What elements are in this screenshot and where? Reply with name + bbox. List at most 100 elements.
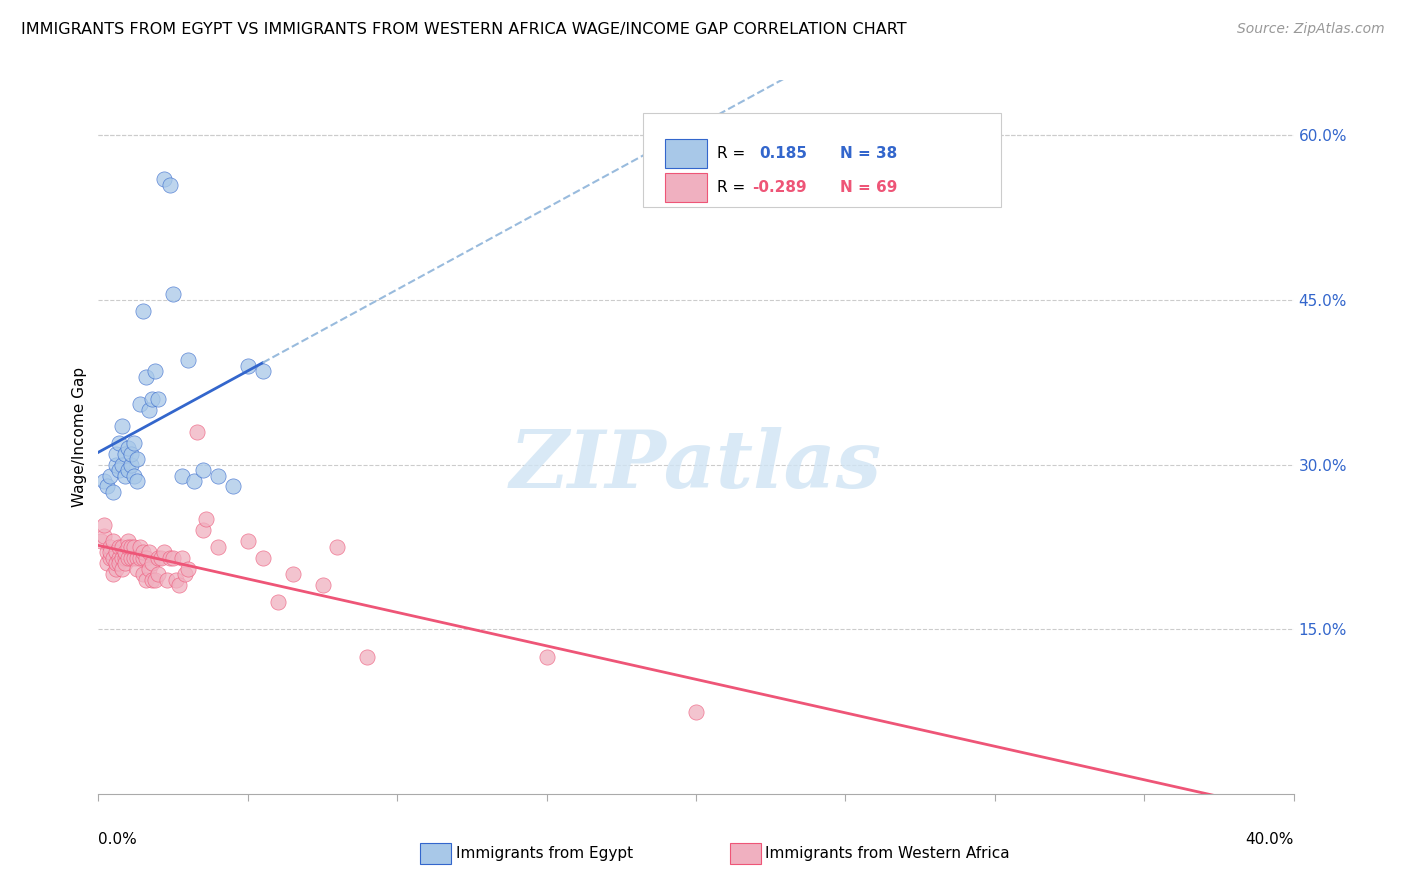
Point <box>117 463 139 477</box>
Point <box>143 364 166 378</box>
Point <box>114 545 136 559</box>
Text: ZIPatlas: ZIPatlas <box>510 427 882 504</box>
Point <box>103 534 125 549</box>
Point <box>114 468 136 483</box>
Point <box>117 550 139 565</box>
Point <box>141 573 163 587</box>
Point <box>124 468 146 483</box>
Point <box>132 550 155 565</box>
Point <box>177 562 200 576</box>
Point <box>159 550 181 565</box>
Point <box>105 458 128 472</box>
Point <box>281 567 304 582</box>
Point <box>96 545 118 559</box>
Point <box>172 550 194 565</box>
Point <box>111 550 134 565</box>
Point <box>138 402 160 417</box>
Point <box>120 458 142 472</box>
Point <box>685 705 707 719</box>
Text: Source: ZipAtlas.com: Source: ZipAtlas.com <box>1237 22 1385 37</box>
Point <box>105 545 128 559</box>
Point <box>162 287 184 301</box>
Point <box>114 550 136 565</box>
Point <box>186 425 208 439</box>
Point <box>172 468 194 483</box>
Text: R =: R = <box>717 180 745 194</box>
Point <box>326 540 349 554</box>
Point <box>127 550 149 565</box>
Text: Immigrants from Egypt: Immigrants from Egypt <box>456 847 633 861</box>
Point <box>108 550 131 565</box>
Point <box>159 178 181 192</box>
Point <box>124 540 146 554</box>
Text: 0.185: 0.185 <box>759 146 807 161</box>
Point <box>148 567 170 582</box>
Point <box>111 562 134 576</box>
Text: R =: R = <box>717 146 745 161</box>
Point <box>148 550 170 565</box>
Point <box>177 353 200 368</box>
Point <box>311 578 333 592</box>
Point <box>150 550 173 565</box>
Point <box>96 557 118 571</box>
Point <box>108 435 131 450</box>
Point <box>103 485 125 500</box>
Point <box>156 573 179 587</box>
Text: IMMIGRANTS FROM EGYPT VS IMMIGRANTS FROM WESTERN AFRICA WAGE/INCOME GAP CORRELAT: IMMIGRANTS FROM EGYPT VS IMMIGRANTS FROM… <box>21 22 907 37</box>
Point <box>141 557 163 571</box>
Point <box>93 529 115 543</box>
Point <box>191 463 214 477</box>
Point <box>114 557 136 571</box>
Point <box>153 545 176 559</box>
Text: 40.0%: 40.0% <box>1246 832 1294 847</box>
Point <box>174 567 197 582</box>
Point <box>103 550 125 565</box>
Point <box>105 446 128 460</box>
Point <box>183 474 205 488</box>
Point <box>536 649 558 664</box>
Point <box>111 458 134 472</box>
Text: Immigrants from Western Africa: Immigrants from Western Africa <box>765 847 1010 861</box>
Point <box>143 573 166 587</box>
Text: N = 69: N = 69 <box>839 180 897 194</box>
Point <box>222 479 245 493</box>
Point <box>98 540 122 554</box>
Point <box>132 545 155 559</box>
Point <box>93 474 115 488</box>
Point <box>105 557 128 571</box>
Point <box>96 479 118 493</box>
Point <box>207 468 229 483</box>
Point <box>108 557 131 571</box>
Point <box>108 540 131 554</box>
Point <box>98 550 122 565</box>
Point <box>124 435 146 450</box>
Point <box>148 392 170 406</box>
Point <box>111 419 134 434</box>
Point <box>120 446 142 460</box>
Point <box>167 578 190 592</box>
Point <box>114 446 136 460</box>
Point <box>195 512 218 526</box>
Point <box>135 573 157 587</box>
Y-axis label: Wage/Income Gap: Wage/Income Gap <box>72 367 87 508</box>
Point <box>117 441 139 455</box>
Point <box>105 562 128 576</box>
Point <box>162 550 184 565</box>
Point <box>252 550 274 565</box>
Point <box>132 303 155 318</box>
Point <box>129 540 152 554</box>
Point <box>135 550 157 565</box>
Point <box>127 474 149 488</box>
Point <box>93 517 115 532</box>
Point <box>90 534 112 549</box>
Point <box>98 545 122 559</box>
Point <box>165 573 187 587</box>
Point <box>138 562 160 576</box>
Point <box>252 364 274 378</box>
Point <box>111 540 134 554</box>
Point <box>127 562 149 576</box>
Point <box>98 468 122 483</box>
Point <box>191 524 214 538</box>
Point <box>132 567 155 582</box>
Point <box>117 540 139 554</box>
